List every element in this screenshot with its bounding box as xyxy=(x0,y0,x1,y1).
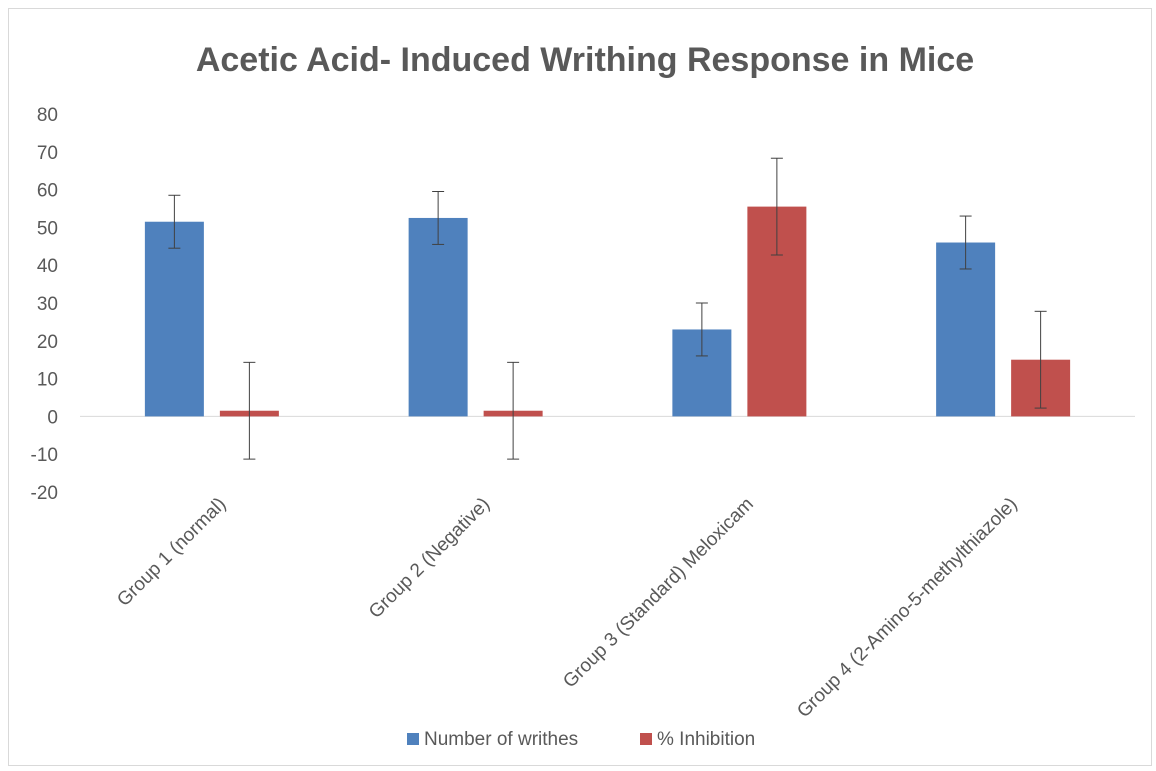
y-tick-label: 30 xyxy=(37,294,58,315)
y-tick-label: 60 xyxy=(37,181,58,202)
legend-label: Number of writhes xyxy=(424,729,578,750)
bars xyxy=(144,157,1071,460)
y-tick-label: -20 xyxy=(31,483,58,504)
category-label: Group 3 (Standard) Meloxicam xyxy=(559,494,758,693)
category-label: Group 4 (2-Amino-5-methylthiazole) xyxy=(793,494,1021,722)
category-label: Group 1 (normal) xyxy=(113,494,230,611)
chart-title: Acetic Acid- Induced Writhing Response i… xyxy=(196,41,974,79)
y-tick-label: 0 xyxy=(47,407,58,428)
y-tick-label: 10 xyxy=(37,370,58,391)
y-tick-label: 70 xyxy=(37,143,58,164)
y-tick-label: -10 xyxy=(31,445,58,466)
y-tick-label: 40 xyxy=(37,256,58,277)
x-axis-labels: Group 1 (normal) Group 2 (Negative) Group … xyxy=(113,494,1021,722)
y-tick-label: 50 xyxy=(37,218,58,239)
bar-number-of-writhes xyxy=(144,221,204,417)
category-label: Group 2 (Negative) xyxy=(365,494,494,623)
bar-number-of-writhes xyxy=(936,242,996,417)
legend-label: % Inhibition xyxy=(657,729,755,750)
y-tick-label: 80 xyxy=(37,105,58,126)
legend-swatch xyxy=(407,733,419,745)
legend-swatch xyxy=(640,733,652,745)
bar-number-of-writhes xyxy=(408,217,468,417)
y-tick-label: 20 xyxy=(37,332,58,353)
legend: Number of writhes % Inhibition xyxy=(407,729,755,750)
